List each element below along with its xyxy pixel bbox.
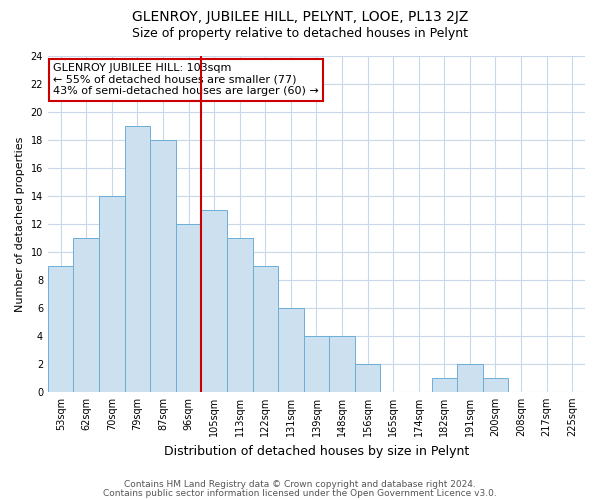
Bar [355,364,380,392]
Bar [176,224,202,392]
Bar [202,210,227,392]
Text: GLENROY JUBILEE HILL: 103sqm
← 55% of detached houses are smaller (77)
43% of se: GLENROY JUBILEE HILL: 103sqm ← 55% of de… [53,63,319,96]
Y-axis label: Number of detached properties: Number of detached properties [15,136,25,312]
X-axis label: Distribution of detached houses by size in Pelynt: Distribution of detached houses by size … [164,444,469,458]
Text: Contains HM Land Registry data © Crown copyright and database right 2024.: Contains HM Land Registry data © Crown c… [124,480,476,489]
Bar [278,308,304,392]
Bar [457,364,482,392]
Bar [329,336,355,392]
Bar [99,196,125,392]
Text: Contains public sector information licensed under the Open Government Licence v3: Contains public sector information licen… [103,488,497,498]
Bar [73,238,99,392]
Bar [304,336,329,392]
Bar [227,238,253,392]
Bar [482,378,508,392]
Bar [253,266,278,392]
Bar [431,378,457,392]
Bar [150,140,176,392]
Text: GLENROY, JUBILEE HILL, PELYNT, LOOE, PL13 2JZ: GLENROY, JUBILEE HILL, PELYNT, LOOE, PL1… [132,10,468,24]
Bar [125,126,150,392]
Text: Size of property relative to detached houses in Pelynt: Size of property relative to detached ho… [132,28,468,40]
Bar [48,266,73,392]
